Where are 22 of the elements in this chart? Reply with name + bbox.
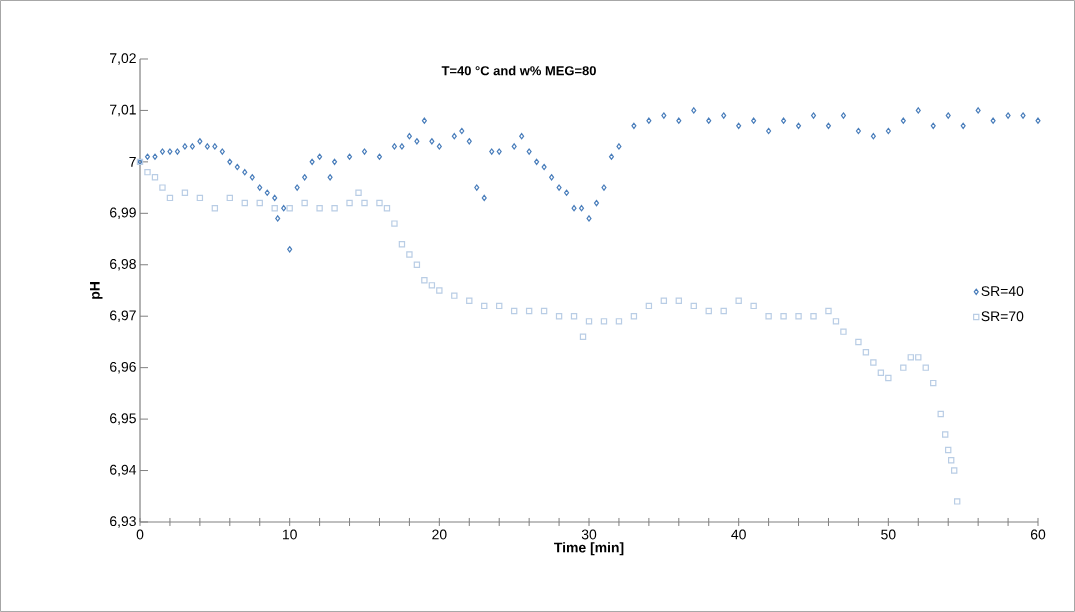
y-tick-label: 7 — [129, 157, 136, 167]
y-tick-label: 6,97 — [110, 310, 136, 322]
x-tick-label: 50 — [881, 529, 896, 540]
y-axis-title: pH — [90, 282, 103, 299]
x-tick-label: 30 — [581, 529, 597, 540]
x-axis-title: Time [min] — [554, 542, 624, 556]
y-tick-label: 7,02 — [110, 53, 136, 65]
y-tick-label: 6,99 — [110, 207, 136, 220]
x-tick-label: 60 — [1030, 529, 1046, 540]
x-tick-label: 40 — [731, 529, 746, 540]
y-tick-label: 6,93 — [110, 516, 136, 528]
x-tick-label: 10 — [282, 529, 297, 540]
y-tick-label: 7,01 — [110, 104, 136, 117]
y-tick-label: 6,98 — [110, 258, 136, 271]
y-tick-label: 6,95 — [110, 413, 136, 425]
x-tick-label: 20 — [432, 529, 447, 540]
legend-label: SR=70 — [981, 311, 1024, 322]
x-tick-label: 0 — [136, 529, 144, 540]
y-tick-label: 6,94 — [110, 464, 137, 477]
y-tick-label: 6,96 — [110, 361, 136, 374]
legend-label: SR=40 — [981, 286, 1024, 297]
chart-title: T=40 °C and w% MEG=80 — [441, 65, 596, 76]
